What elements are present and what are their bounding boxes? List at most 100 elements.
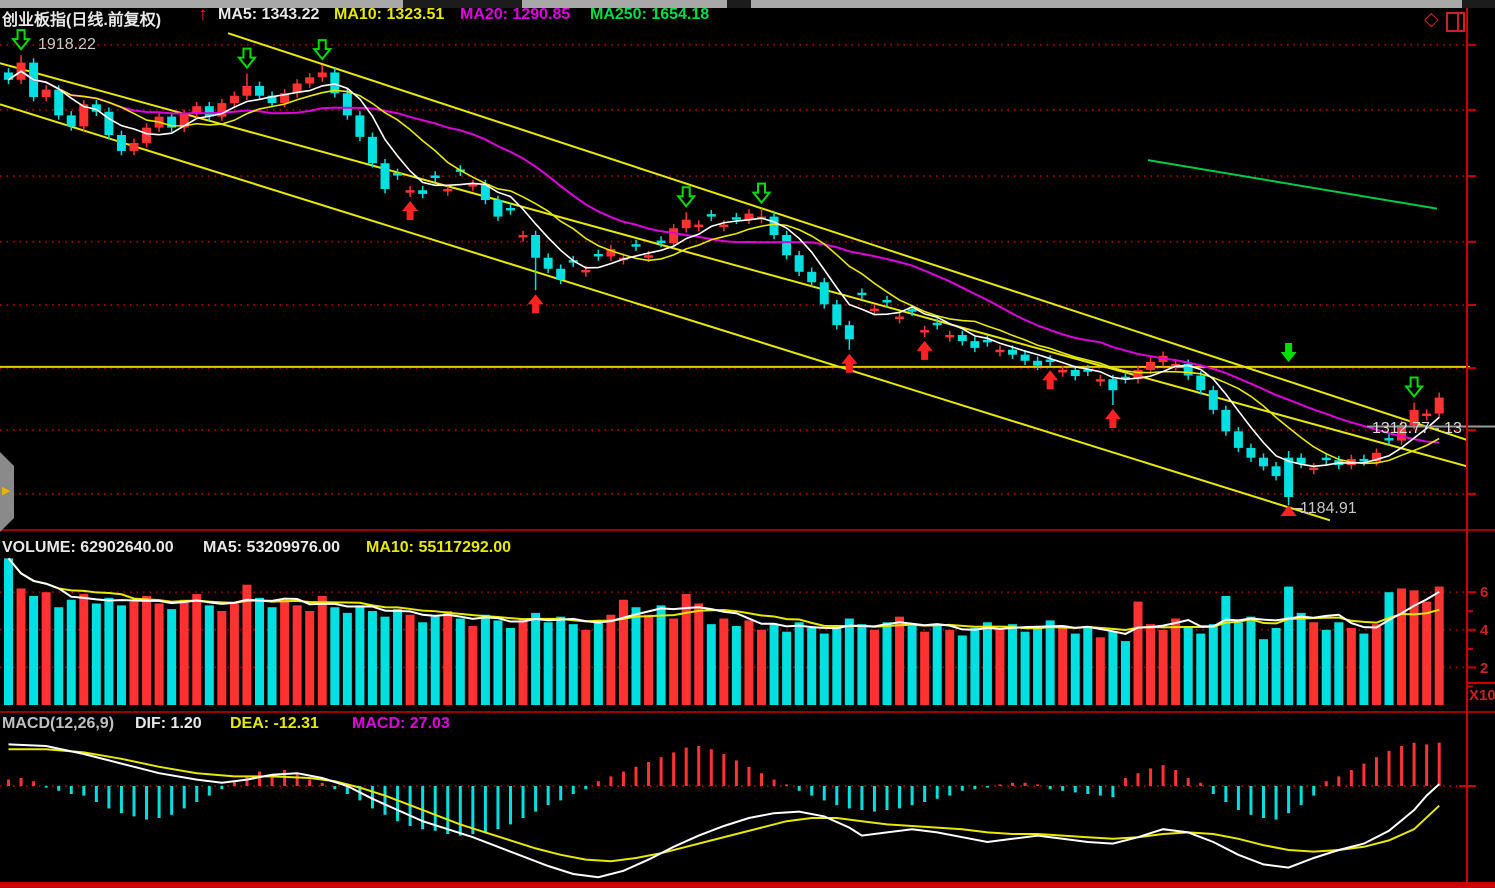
low-point-triangle-icon [1280,505,1297,516]
volume-bar [142,595,152,705]
volume-bar [757,629,766,705]
volume-bar [79,594,89,705]
volume-bar [844,618,854,705]
volume-bar [1397,588,1407,705]
volume-bar [644,614,654,705]
sell-signal-arrow-icon [676,186,697,208]
candle-body [669,228,679,243]
volume-bar [769,624,779,705]
volume-bar [1183,626,1193,705]
candle-body [317,72,327,78]
volume-bar [16,588,26,705]
candle-body [1208,390,1218,410]
window-titlebar[interactable] [0,0,1495,8]
volume-bar [217,611,227,705]
volume-ma5-value: MA5: 53209976.00 [203,539,340,556]
volume-bar [832,626,842,705]
volume-bar [1208,624,1218,705]
ma250-line [1147,159,1438,210]
candle-body [280,93,290,104]
candle-body [367,136,377,164]
volume-bar [455,618,465,705]
candle-body [1020,354,1030,361]
candle-body [581,269,591,273]
volume-bar [1409,590,1419,705]
volume-axis-label-4: 4 [1480,622,1489,639]
sell-signal-arrow-icon [312,39,333,61]
candle-body [1108,379,1118,391]
ma20-line [7,69,1440,444]
candle-body [895,316,905,320]
volume-bar [669,618,679,705]
volume-bar [1171,618,1181,705]
volume-bar [932,624,942,705]
volume-bar [982,622,992,705]
candle-body [719,224,729,228]
candle-body [380,163,390,189]
volume-bar [1321,629,1331,705]
volume-axis-label-2: 2 [1480,660,1489,677]
diamond-tool-icon[interactable]: ◇ [1424,9,1439,30]
volume-bar [518,618,528,705]
volume-bar [317,595,327,705]
candle-body [1146,362,1156,370]
symbol-title[interactable]: 创业板指(日线.前复权) [2,12,162,29]
candle-body [91,104,101,112]
volume-bar [255,597,264,705]
volume-bar [116,605,126,705]
candle-body [66,115,76,127]
volume-bar [1296,612,1306,705]
candle-body [167,116,177,128]
ref-price-label: 1312.77 - 13 [1372,420,1462,437]
volume-bar [104,597,114,705]
volume-bar [393,609,403,705]
volume-bar [29,595,39,705]
candle-body [1246,447,1256,458]
candle-body [531,235,541,258]
candle-body [443,188,453,192]
dea-value: DEA: -12.31 [230,715,319,732]
volume-bar [1334,622,1344,705]
candle-body [1434,397,1444,414]
trendline-3[interactable] [0,103,1331,522]
sidebar-collapse-tab[interactable]: ▶ [0,452,14,532]
candle-body [217,103,227,117]
volume-bar [91,603,101,705]
volume-bar [1070,633,1080,705]
volume-bar [4,558,13,705]
trendline-1[interactable] [227,32,1468,441]
candle-body [832,304,842,326]
candle-body [79,104,89,127]
trendline-2[interactable] [0,62,1468,468]
volume-bar [192,594,202,705]
volume-value: VOLUME: 62902640.00 [2,539,174,556]
volume-bar [1259,639,1268,705]
buy-signal-arrow-icon [916,340,933,360]
volume-bar [1246,616,1256,705]
volume-ma5-line [7,557,1440,635]
candle-body [192,106,202,115]
titlebar-segment [403,0,522,8]
candle-body [932,322,942,326]
candle-body [920,330,930,333]
volume-bar [342,612,352,705]
volume-bar [1422,601,1432,705]
period-high-label: 1918.22 [38,36,96,53]
candle-body [807,271,817,283]
buy-signal-arrow-icon [527,294,544,314]
candle-body [694,224,704,228]
candle-body [606,249,616,257]
candle-body [418,190,428,194]
candle-body [982,339,992,343]
candle-body [656,240,666,243]
volume-bar [593,620,603,705]
sell-signal-arrow-icon [236,47,258,70]
candle-body [342,93,352,116]
candle-body [857,292,867,296]
candle-body [142,127,152,143]
split-window-icon[interactable] [1446,12,1465,32]
volume-bar [380,616,390,705]
candle-body [556,268,566,280]
candle-body [970,341,980,348]
